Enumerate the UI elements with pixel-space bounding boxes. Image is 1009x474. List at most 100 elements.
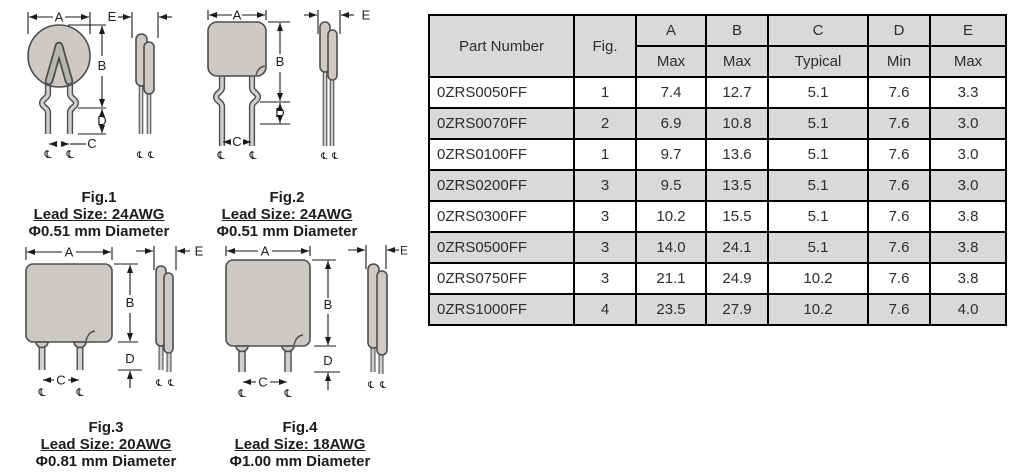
centerline-symbol: ℄ [379,380,387,391]
col-header-part-number: Part Number [428,14,575,78]
part-number-cell: 0ZRS0070FF [428,107,575,140]
centerline-symbol: ℄ [331,151,339,162]
centerline-symbol: ℄ [237,387,245,400]
dim-value-cell: 5.1 [767,107,869,140]
table-row: 0ZRS0200FF 3 9.5 13.5 5.1 7.6 3.0 [428,169,1007,202]
dim-value-cell: 7.6 [867,231,931,264]
dim-label-b: B [98,58,107,73]
table-row: 0ZRS0050FF 1 7.4 12.7 5.1 7.6 3.3 [428,76,1007,109]
dim-value-cell: 4.0 [929,293,1007,326]
dim-value-cell: 5.1 [767,169,869,202]
square-body [207,21,267,77]
centerline-symbol: ℄ [155,378,163,389]
table-row: 0ZRS1000FF 4 23.5 27.9 10.2 7.6 4.0 [428,293,1007,326]
dim-label-d: D [275,105,284,120]
dim-value-cell: 7.6 [867,262,931,295]
fig4-side-view: E ℄ ℄ [348,244,408,391]
fig2-diameter: Φ0.51 mm Diameter [216,223,358,240]
centerline-symbol: ℄ [167,378,175,389]
table-row: 0ZRS0100FF 1 9.7 13.6 5.1 7.6 3.0 [428,138,1007,171]
dim-label-c: C [87,136,96,151]
dim-value-cell: 21.1 [635,262,707,295]
fig3-lead-size: Lead Size: 20AWG [40,436,172,453]
dim-value-cell: 3.8 [929,200,1007,233]
table-row: 0ZRS0500FF 3 14.0 24.1 5.1 7.6 3.8 [428,231,1007,264]
dim-value-cell: 27.9 [705,293,769,326]
rect-body-side [376,270,388,356]
dim-value-cell: 3 [573,231,637,264]
fig3-caption: Fig.3 Lead Size: 20AWG Φ0.81 mm Diameter [6,419,206,470]
col-header-e: E [929,14,1007,47]
dim-label-d: D [323,353,332,368]
table-body: 0ZRS0050FF 1 7.4 12.7 5.1 7.6 3.3 0ZRS0070FF 2 6.… [428,76,1007,326]
dim-value-cell: 10.2 [767,293,869,326]
centerline-symbol: ℄ [43,148,51,161]
fig2-side-view: E ℄ ℄ [304,8,371,162]
fig1-drawing: A B D [27,9,172,161]
fig2-drawing: A B D C ℄ ℄ [207,8,371,162]
fig3-diameter: Φ0.81 mm Diameter [35,453,177,470]
dim-value-cell: 9.5 [635,169,707,202]
dim-value-cell: 12.7 [705,76,769,109]
dim-value-cell: 2 [573,107,637,140]
dim-value-cell: 3.3 [929,76,1007,109]
part-number-cell: 0ZRS0200FF [428,169,575,202]
part-number-cell: 0ZRS0300FF [428,200,575,233]
dim-value-cell: 7.6 [867,169,931,202]
dim-value-cell: 5.1 [767,76,869,109]
dim-value-cell: 10.2 [767,262,869,295]
centerline-symbol: ℄ [136,150,144,161]
dim-value-cell: 1 [573,76,637,109]
dim-label-c: C [56,373,65,388]
dim-value-cell: 3.8 [929,231,1007,264]
col-subheader-e-max: Max [929,45,1007,78]
dim-value-cell: 3 [573,200,637,233]
table-row: 0ZRS0070FF 2 6.9 10.8 5.1 7.6 3.0 [428,107,1007,140]
dim-label-d: D [97,113,106,128]
table-row: 0ZRS0750FF 3 21.1 24.9 10.2 7.6 3.8 [428,262,1007,295]
fig2-lead-size: Lead Size: 24AWG [221,206,353,223]
dim-value-cell: 3 [573,169,637,202]
part-number-cell: 0ZRS0750FF [428,262,575,295]
dim-label-a: A [65,245,74,260]
fig1-lead-size: Lead Size: 24AWG [33,206,165,223]
col-subheader-d-min: Min [867,45,931,78]
dim-value-cell: 13.6 [705,138,769,171]
centerline-symbol: ℄ [320,151,328,162]
centerline-symbol: ℄ [75,386,83,399]
dim-label-a: A [55,10,64,25]
dim-value-cell: 15.5 [705,200,769,233]
dim-value-cell: 5.1 [767,200,869,233]
fig4-drawing: A B D C ℄ ℄ [225,244,408,400]
centerline-symbol: ℄ [65,148,73,161]
dim-value-cell: 10.8 [705,107,769,140]
col-header-b: B [705,14,769,47]
dim-label-c: C [232,134,241,149]
dim-label-a: A [261,244,270,259]
dim-value-cell: 7.6 [867,76,931,109]
figure-3: A B D C ℄ ℄ [6,240,206,470]
col-subheader-a-max: Max [635,45,707,78]
dim-value-cell: 9.7 [635,138,707,171]
dim-value-cell: 3.0 [929,169,1007,202]
centerline-symbol: ℄ [37,386,45,399]
figure-1: A B D [6,4,196,240]
rect-body-side [163,272,174,354]
centerline-symbol: ℄ [283,387,291,400]
dim-value-cell: 5.1 [767,138,869,171]
table-header: Part Number Fig. A B C D E Max Max Typic… [428,14,1007,78]
fig1-front-view: A B D [27,10,107,161]
dim-label-c: C [258,375,267,390]
fig3-front-view: A B D C ℄ ℄ [25,245,142,399]
col-header-a: A [635,14,707,47]
dim-label-e: E [195,244,204,259]
part-number-cell: 0ZRS0050FF [428,76,575,109]
dim-value-cell: 1 [573,138,637,171]
dimension-table: Part Number Fig. A B C D E Max Max Typic… [428,14,1007,326]
fig2-caption: Fig.2 Lead Size: 24AWG Φ0.51 mm Diameter [192,189,382,240]
col-header-c: C [767,14,869,47]
fig1-title: Fig.1 [81,189,117,206]
part-number-cell: 0ZRS0500FF [428,231,575,264]
col-subheader-c-typical: Typical [767,45,869,78]
fig1-diameter: Φ0.51 mm Diameter [28,223,170,240]
